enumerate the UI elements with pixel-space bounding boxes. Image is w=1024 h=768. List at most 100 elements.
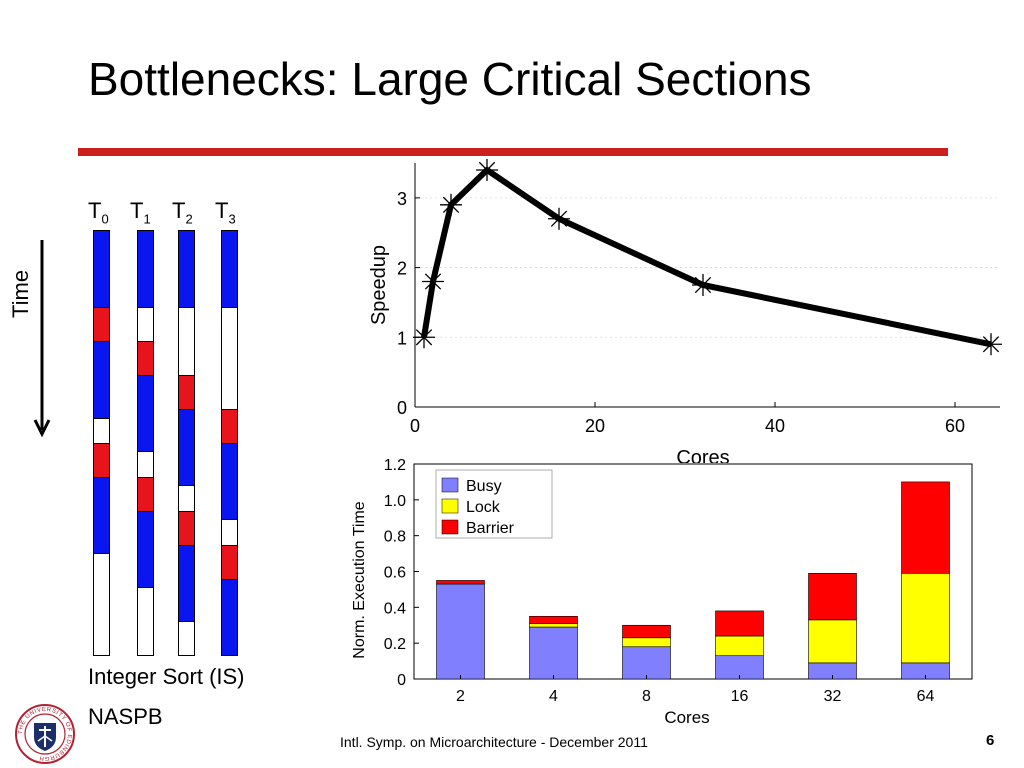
- segment-divider: [222, 519, 237, 521]
- thread-segment-busy: [138, 375, 153, 452]
- segment-divider: [222, 578, 237, 580]
- thread-segment-busy: [94, 476, 109, 554]
- segment-divider: [179, 485, 194, 487]
- segment-divider: [222, 409, 237, 411]
- thread-segment-busy: [138, 510, 153, 588]
- y-tick-label: 0.6: [384, 565, 406, 582]
- thread-segment-lock: [138, 476, 153, 511]
- thread-segment-busy: [179, 231, 194, 308]
- bar-segment-lock: [808, 619, 857, 664]
- bar-segment-lock: [529, 623, 578, 628]
- x-axis-title: Cores: [676, 447, 729, 463]
- legend-label: Busy: [466, 478, 502, 495]
- data-point-marker: [692, 274, 714, 296]
- segment-divider: [138, 510, 153, 512]
- bar-segment-barrier: [436, 580, 485, 585]
- data-point-marker: [422, 270, 444, 293]
- thread-segment-idle: [222, 519, 237, 545]
- x-tick-label: 0: [410, 416, 420, 436]
- x-tick-label: 20: [585, 416, 605, 436]
- y-tick-label: 3: [397, 189, 407, 209]
- x-tick-label: 64: [917, 688, 935, 705]
- thread-segment-idle: [222, 307, 237, 410]
- legend-label: Lock: [466, 499, 501, 516]
- segment-divider: [222, 307, 237, 309]
- university-crest-logo: THE UNIVERSITY OF EDINBURGH: [15, 704, 75, 764]
- segment-divider: [94, 553, 109, 555]
- segment-divider: [179, 544, 194, 546]
- y-tick-label: 0: [397, 398, 407, 418]
- x-tick-label: 4: [549, 688, 558, 705]
- thread-segment-busy: [179, 544, 194, 622]
- time-arrow-icon: [33, 240, 51, 438]
- bar-segment-lock: [715, 635, 764, 657]
- bar-segment-lock: [622, 637, 671, 648]
- slide-title: Bottlenecks: Large Critical Sections: [88, 53, 812, 105]
- segment-divider: [138, 375, 153, 377]
- thread-label-3: T3: [215, 198, 236, 227]
- thread-bar-3: [221, 230, 238, 656]
- thread-bar-0: [93, 230, 110, 656]
- thread-bar-2: [178, 230, 195, 656]
- bar-segment-barrier: [622, 624, 671, 639]
- data-point-marker: [980, 333, 1002, 356]
- data-point-marker: [413, 326, 435, 349]
- x-axis-title: Cores: [664, 708, 709, 727]
- thread-segment-lock: [94, 443, 109, 477]
- segment-divider: [94, 476, 109, 478]
- thread-segment-idle: [179, 621, 194, 655]
- segment-divider: [222, 443, 237, 444]
- segment-divider: [138, 587, 153, 589]
- segment-divider: [94, 307, 109, 309]
- bar-segment-barrier: [529, 615, 578, 624]
- thread-segment-idle: [94, 553, 109, 655]
- y-tick-label: 2: [397, 259, 407, 279]
- bar-segment-busy: [529, 626, 578, 680]
- data-point-marker: [440, 193, 462, 216]
- segment-divider: [138, 476, 153, 478]
- segment-divider: [222, 544, 237, 546]
- thread-segment-busy: [222, 443, 237, 520]
- segment-divider: [138, 341, 153, 343]
- thread-segment-busy: [222, 231, 237, 308]
- x-tick-label: 2: [456, 688, 465, 705]
- y-tick-label: 0.4: [384, 600, 406, 617]
- thread-bar-1: [137, 230, 154, 656]
- thread-segment-idle: [138, 307, 153, 342]
- thread-segment-lock: [222, 409, 237, 443]
- thread-label-2: T2: [172, 198, 193, 227]
- footer-conference: Intl. Symp. on Microarchitecture - Decem…: [340, 734, 648, 750]
- segment-divider: [94, 341, 109, 343]
- legend-label: Barrier: [466, 520, 515, 537]
- x-tick-label: 32: [824, 688, 842, 705]
- thread-segment-idle: [138, 451, 153, 477]
- segment-divider: [94, 417, 109, 419]
- thread-segment-lock: [179, 510, 194, 545]
- thread-segment-busy: [138, 231, 153, 308]
- bar-segment-lock: [901, 572, 950, 664]
- legend-swatch: [441, 519, 459, 535]
- segment-divider: [179, 621, 194, 623]
- y-axis-title: Norm. Execution Time: [351, 501, 368, 658]
- thread-segment-busy: [94, 231, 109, 308]
- thread-label-1: T1: [130, 198, 151, 227]
- thread-segment-lock: [94, 307, 109, 342]
- page-number: 6: [986, 732, 995, 749]
- y-tick-label: 0: [397, 672, 406, 689]
- segment-divider: [179, 510, 194, 512]
- x-tick-label: 60: [945, 416, 965, 436]
- y-tick-label: 1.2: [384, 458, 406, 474]
- bar-segment-busy: [622, 646, 671, 680]
- y-axis-title: Speedup: [368, 245, 390, 325]
- title-underline: [78, 148, 948, 156]
- y-tick-label: 1: [397, 328, 407, 348]
- legend-swatch: [441, 498, 459, 514]
- figure-caption-benchmark: Integer Sort (IS): [88, 664, 245, 689]
- x-tick-label: 8: [642, 688, 651, 705]
- y-tick-label: 0.8: [384, 529, 406, 546]
- thread-segment-busy: [179, 409, 194, 486]
- thread-label-0: T0: [88, 198, 109, 227]
- y-tick-label: 0.2: [384, 636, 406, 653]
- x-tick-label: 16: [731, 688, 749, 705]
- thread-segment-idle: [94, 417, 109, 443]
